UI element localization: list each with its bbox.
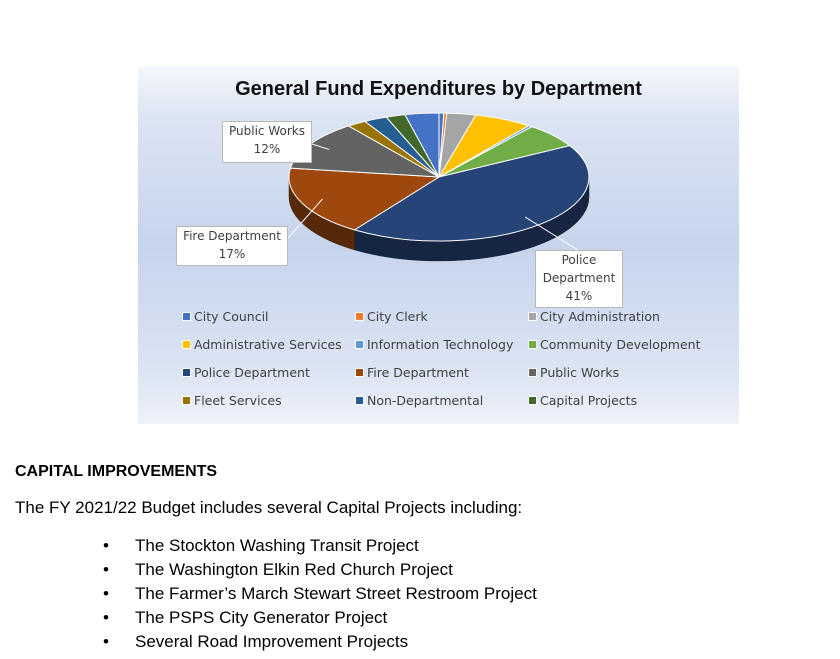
capital-projects-list: The Stockton Washing Transit Project The…: [103, 534, 537, 654]
intro-paragraph: The FY 2021/22 Budget includes several C…: [15, 498, 523, 517]
legend-item-city-clerk: City Clerk: [355, 309, 428, 324]
legend-swatch: [182, 312, 191, 321]
legend-label: Public Works: [540, 365, 620, 380]
legend-item-community-development: Community Development: [528, 337, 700, 352]
callout-public-works-name: Public Works: [229, 124, 305, 138]
legend-swatch: [528, 368, 537, 377]
legend-item-fleet-services: Fleet Services: [182, 393, 282, 408]
legend-label: Community Development: [540, 337, 701, 352]
list-item: The Farmer’s March Stewart Street Restro…: [103, 582, 537, 606]
list-item: Several Road Improvement Projects: [103, 630, 537, 654]
legend-item-city-administration: City Administration: [528, 309, 660, 324]
legend-label: City Council: [194, 309, 269, 324]
legend-label: Police Department: [194, 365, 310, 380]
chart-title: General Fund Expenditures by Department: [235, 78, 642, 100]
legend-swatch: [355, 396, 364, 405]
legend-label: Fleet Services: [194, 393, 282, 408]
pie-slice: [288, 167, 441, 231]
legend-row: Police Department Fire Department Public…: [182, 365, 722, 393]
legend-swatch: [528, 312, 537, 321]
callout-leader-line: [524, 216, 579, 251]
legend-swatch: [355, 312, 364, 321]
legend-label: Administrative Services: [194, 337, 342, 352]
callout-fire-department-name: Fire Department: [183, 229, 281, 243]
legend-swatch: [528, 396, 537, 405]
pie-slice: [353, 145, 590, 242]
legend-item-information-technology: Information Technology: [355, 337, 513, 352]
callout-fire-department-percent: 17%: [218, 247, 246, 261]
callout-police-department-percent: 41%: [565, 289, 593, 303]
legend-label: Non-Departmental: [367, 393, 484, 408]
legend-row: City Council City Clerk City Administrat…: [182, 309, 722, 337]
legend-label: City Administration: [540, 309, 660, 324]
callout-leader-line: [311, 143, 330, 150]
legend-row: Fleet Services Non-Departmental Capital …: [182, 393, 722, 421]
legend-swatch: [528, 340, 537, 349]
callout-leader-line: [287, 198, 323, 239]
legend-swatch: [182, 368, 191, 377]
legend-swatch: [182, 396, 191, 405]
legend-row: Administrative Services Information Tech…: [182, 337, 722, 365]
pie-chart: [287, 112, 590, 262]
legend-label: Fire Department: [367, 365, 469, 380]
callout-public-works: Public Works 12%: [222, 121, 312, 163]
legend-item-capital-projects: Capital Projects: [528, 393, 637, 408]
list-item: The PSPS City Generator Project: [103, 606, 537, 630]
legend-item-administrative-services: Administrative Services: [182, 337, 342, 352]
section-heading: CAPITAL IMPROVEMENTS: [15, 463, 218, 480]
chart-legend: City Council City Clerk City Administrat…: [182, 309, 722, 421]
list-item: The Washington Elkin Red Church Project: [103, 558, 537, 582]
legend-item-city-council: City Council: [182, 309, 269, 324]
legend-label: City Clerk: [367, 309, 428, 324]
callout-police-department-line2: Department: [542, 271, 616, 285]
legend-swatch: [182, 340, 191, 349]
legend-swatch: [355, 340, 364, 349]
callout-police-department-line1: Police: [561, 253, 597, 267]
pie-slice: [404, 112, 440, 178]
pie-chart-container: General Fund Expenditures by Department …: [138, 66, 739, 424]
callout-fire-department: Fire Department 17%: [176, 226, 288, 266]
legend-swatch: [355, 368, 364, 377]
legend-item-fire-department: Fire Department: [355, 365, 469, 380]
callout-public-works-percent: 12%: [253, 142, 281, 156]
legend-item-public-works: Public Works: [528, 365, 619, 380]
legend-item-non-departmental: Non-Departmental: [355, 393, 483, 408]
legend-item-police-department: Police Department: [182, 365, 310, 380]
legend-label: Information Technology: [367, 337, 514, 352]
callout-police-department: Police Department 41%: [535, 250, 623, 308]
legend-label: Capital Projects: [540, 393, 638, 408]
list-item: The Stockton Washing Transit Project: [103, 534, 537, 558]
